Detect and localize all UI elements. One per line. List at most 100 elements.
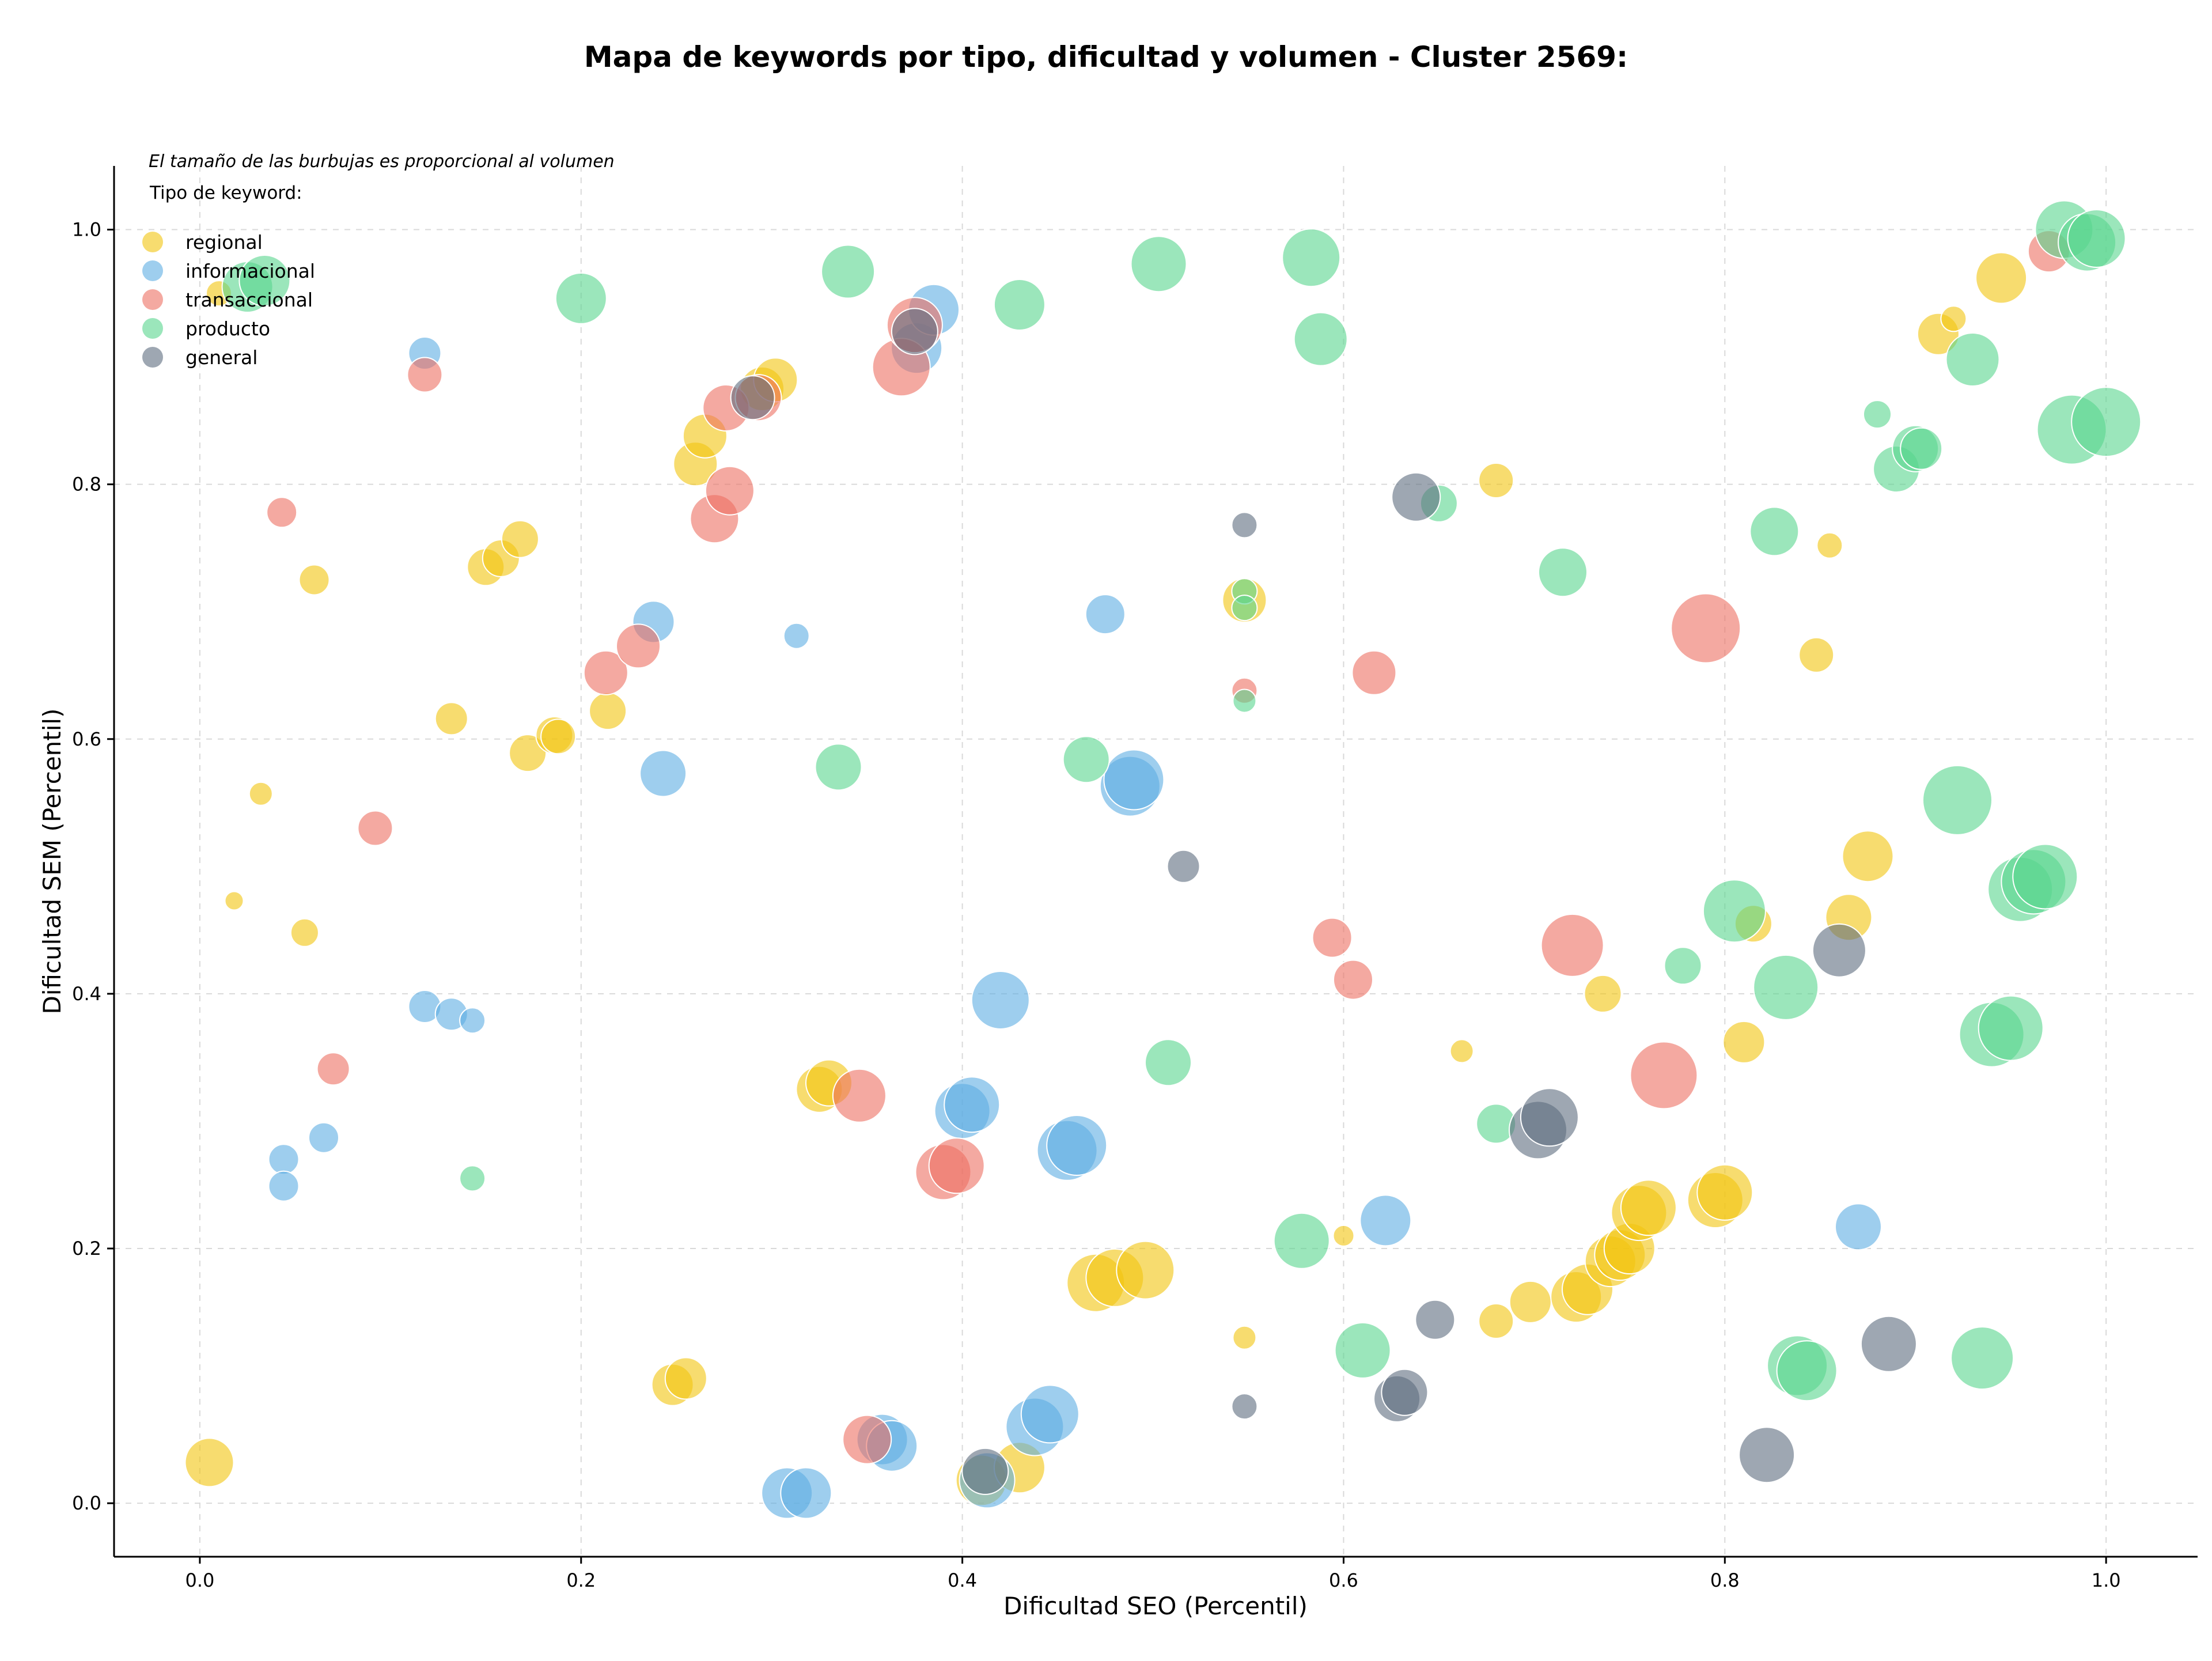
transaccional-bubble[interactable] (316, 1052, 350, 1086)
producto-bubble[interactable] (238, 255, 291, 307)
producto-bubble[interactable] (1753, 954, 1819, 1020)
producto-bubble[interactable] (1145, 1039, 1192, 1087)
regional-bubble[interactable] (290, 918, 319, 947)
producto-bubble[interactable] (1273, 1212, 1330, 1269)
informacional-bubble[interactable] (459, 1007, 486, 1034)
informacional-bubble[interactable] (1835, 1203, 1882, 1251)
informacional-bubble[interactable] (971, 971, 1030, 1030)
producto-bubble[interactable] (459, 1165, 486, 1192)
informacional-bubble[interactable] (268, 1144, 300, 1175)
general-bubble[interactable] (1231, 512, 1258, 539)
transaccional-bubble[interactable] (1671, 593, 1741, 664)
producto-bubble[interactable] (1702, 879, 1766, 943)
transaccional-bubble[interactable] (407, 357, 443, 393)
transaccional-bubble[interactable] (1312, 917, 1353, 958)
general-bubble[interactable] (961, 1447, 1009, 1495)
regional-bubble[interactable] (1842, 830, 1894, 883)
transaccional-bubble[interactable] (1540, 913, 1604, 977)
regional-bubble[interactable] (1620, 1179, 1677, 1236)
informacional-bubble[interactable] (1020, 1384, 1080, 1444)
transaccional-bubble[interactable] (616, 623, 661, 669)
producto-bubble[interactable] (1945, 332, 2000, 387)
informacional-bubble[interactable] (1103, 749, 1165, 811)
transaccional-bubble[interactable] (842, 1414, 892, 1465)
regional-bubble[interactable] (1722, 1020, 1766, 1064)
regional-bubble[interactable] (1478, 463, 1514, 498)
regional-bubble[interactable] (589, 692, 627, 731)
general-bubble[interactable] (1415, 1299, 1456, 1340)
producto-bubble[interactable] (1062, 736, 1110, 784)
regional-bubble[interactable] (1816, 532, 1843, 559)
general-bubble[interactable] (1738, 1427, 1796, 1484)
producto-bubble[interactable] (1538, 547, 1588, 597)
regional-bubble[interactable] (434, 702, 468, 736)
informacional-bubble[interactable] (944, 1076, 1001, 1133)
producto-bubble[interactable] (821, 244, 876, 299)
transaccional-bubble[interactable] (832, 1068, 887, 1123)
informacional-bubble[interactable] (1359, 1194, 1412, 1247)
producto-bubble[interactable] (1232, 688, 1257, 713)
transaccional-bubble[interactable] (1333, 959, 1373, 1000)
general-bubble[interactable] (1860, 1315, 1917, 1372)
producto-bubble[interactable] (1334, 1322, 1391, 1379)
producto-bubble[interactable] (1950, 1326, 2014, 1390)
regional-bubble[interactable] (224, 891, 244, 911)
producto-bubble[interactable] (2067, 209, 2126, 268)
transaccional-bubble[interactable] (266, 497, 298, 528)
regional-bubble[interactable] (1975, 252, 2028, 304)
transaccional-bubble[interactable] (704, 466, 755, 516)
informacional-bubble[interactable] (268, 1170, 300, 1202)
producto-bubble[interactable] (1922, 765, 1993, 835)
general-bubble[interactable] (1166, 849, 1200, 883)
producto-bubble[interactable] (1978, 995, 2044, 1061)
transaccional-bubble[interactable] (583, 650, 628, 695)
producto-bubble[interactable] (993, 279, 1046, 331)
regional-bubble[interactable] (501, 520, 539, 558)
producto-bubble[interactable] (1749, 506, 1800, 557)
informacional-bubble[interactable] (308, 1122, 339, 1153)
transaccional-bubble[interactable] (357, 810, 393, 846)
regional-bubble[interactable] (248, 781, 273, 806)
regional-bubble[interactable] (540, 718, 577, 755)
producto-bubble[interactable] (2071, 387, 2142, 457)
general-bubble[interactable] (1381, 1368, 1429, 1416)
regional-bubble[interactable] (1116, 1240, 1175, 1300)
regional-bubble[interactable] (664, 1357, 707, 1400)
general-bubble[interactable] (1812, 923, 1866, 978)
producto-bubble[interactable] (1231, 595, 1258, 622)
regional-bubble[interactable] (1798, 637, 1835, 673)
producto-bubble[interactable] (1282, 228, 1341, 287)
transaccional-bubble[interactable] (928, 1137, 985, 1194)
informacional-bubble[interactable] (1046, 1115, 1108, 1176)
regional-bubble[interactable] (509, 734, 547, 773)
transaccional-bubble[interactable] (1351, 650, 1397, 695)
informacional-bubble[interactable] (780, 1467, 832, 1519)
producto-bubble[interactable] (2012, 843, 2078, 910)
producto-bubble[interactable] (1664, 947, 1702, 985)
regional-bubble[interactable] (184, 1437, 234, 1488)
regional-bubble[interactable] (1449, 1039, 1474, 1064)
general-bubble[interactable] (730, 375, 775, 421)
producto-bubble[interactable] (1130, 236, 1187, 293)
informacional-bubble[interactable] (1085, 594, 1126, 635)
producto-bubble[interactable] (1863, 400, 1892, 429)
producto-bubble[interactable] (1776, 1340, 1838, 1402)
regional-bubble[interactable] (1940, 305, 1967, 332)
regional-bubble[interactable] (1232, 1325, 1257, 1350)
general-bubble[interactable] (1231, 1393, 1258, 1420)
general-bubble[interactable] (1391, 472, 1441, 522)
regional-bubble[interactable] (1509, 1280, 1552, 1323)
regional-bubble[interactable] (1584, 974, 1622, 1013)
transaccional-bubble[interactable] (1630, 1041, 1698, 1110)
general-bubble[interactable] (891, 308, 938, 355)
informacional-bubble[interactable] (783, 622, 810, 649)
regional-bubble[interactable] (1332, 1224, 1355, 1247)
producto-bubble[interactable] (1293, 312, 1348, 366)
producto-bubble[interactable] (555, 272, 607, 324)
regional-bubble[interactable] (1478, 1303, 1514, 1339)
regional-bubble[interactable] (298, 564, 330, 596)
producto-bubble[interactable] (1900, 427, 1943, 470)
informacional-bubble[interactable] (639, 750, 687, 797)
producto-bubble[interactable] (815, 743, 862, 791)
general-bubble[interactable] (1520, 1088, 1579, 1147)
